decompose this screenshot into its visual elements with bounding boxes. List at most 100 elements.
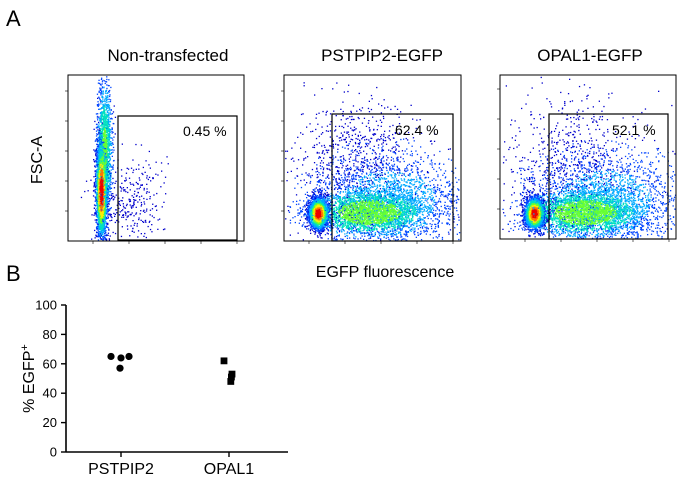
event-dot: [98, 103, 100, 105]
event-dot: [122, 187, 125, 189]
event-dot: [107, 196, 109, 199]
event-dot: [106, 105, 109, 108]
event-dot: [97, 208, 100, 210]
event-dot: [109, 176, 111, 178]
event-dot: [101, 139, 104, 141]
event-dot: [93, 159, 95, 161]
event-dot: [106, 159, 108, 161]
event-dot: [98, 104, 100, 106]
event-dot: [132, 227, 134, 230]
event-dot: [109, 182, 111, 184]
event-dot: [98, 188, 101, 191]
event-dot: [100, 131, 103, 133]
event-dot: [135, 168, 137, 170]
event-dot: [100, 218, 103, 220]
event-dot: [159, 218, 161, 220]
event-dot: [99, 143, 102, 145]
event-dot: [108, 161, 110, 163]
event-dot: [97, 165, 100, 167]
event-dot: [102, 204, 105, 207]
event-dot: [111, 142, 113, 144]
event-dot: [110, 183, 112, 186]
event-dot: [103, 236, 106, 239]
event-dot: [104, 232, 106, 235]
event-dot: [98, 184, 100, 186]
event-dot: [94, 140, 96, 142]
event-dot: [103, 187, 105, 189]
event-dot: [102, 141, 105, 144]
event-dot: [100, 121, 103, 123]
event-dot: [109, 95, 111, 98]
event-dot: [105, 174, 107, 177]
event-dot: [107, 202, 109, 204]
event-dot: [109, 158, 112, 160]
event-dot: [100, 92, 102, 95]
event-dot: [109, 134, 111, 136]
event-dot: [121, 182, 123, 184]
event-dot: [108, 137, 110, 140]
event-dot: [108, 229, 110, 231]
event-dot: [115, 180, 117, 182]
event-dot: [97, 165, 99, 168]
event-dot: [141, 184, 143, 186]
event-dot: [116, 204, 118, 206]
event-dot: [103, 149, 105, 152]
event-dot: [115, 209, 117, 211]
event-dot: [107, 130, 110, 132]
event-dot: [103, 123, 105, 126]
event-dot: [96, 157, 99, 160]
event-dot: [105, 90, 107, 93]
event-dot: [103, 159, 105, 161]
event-dot: [109, 172, 111, 175]
event-dot: [106, 181, 108, 183]
event-dot: [105, 209, 107, 212]
event-dot: [103, 230, 105, 232]
event-dot: [163, 182, 165, 184]
event-dot: [102, 205, 104, 207]
event-dot: [101, 228, 104, 230]
event-dot: [111, 149, 113, 151]
event-dot: [101, 86, 103, 88]
event-dot: [101, 193, 103, 195]
event-dot: [134, 190, 136, 192]
event-dot: [107, 155, 110, 157]
event-dot: [109, 129, 111, 131]
event-dot: [100, 210, 102, 212]
event-dot: [80, 196, 83, 199]
event-dot: [145, 236, 147, 239]
event-dot: [144, 220, 146, 222]
event-dot: [106, 126, 109, 128]
event-dot: [146, 198, 148, 200]
event-dot: [96, 156, 99, 158]
event-dot: [104, 146, 106, 148]
event-dot: [125, 218, 127, 221]
event-dot: [100, 160, 102, 162]
event-dot: [107, 119, 109, 121]
event-dot: [103, 121, 105, 123]
event-dot: [104, 192, 106, 194]
event-dot: [100, 127, 102, 130]
event-dot: [103, 223, 106, 225]
event-dot: [103, 130, 106, 132]
event-dot: [149, 220, 151, 222]
event-dot: [107, 222, 109, 225]
event-dot: [101, 123, 103, 125]
event-dot: [142, 173, 144, 176]
event-dot: [106, 140, 109, 142]
event-dot: [102, 189, 104, 192]
event-dot: [129, 182, 131, 184]
event-dot: [97, 162, 100, 165]
event-dot: [110, 178, 112, 181]
event-dot: [98, 143, 100, 146]
event-dot: [101, 91, 103, 93]
event-dot: [106, 153, 108, 155]
event-dot: [97, 159, 99, 161]
event-dot: [100, 141, 103, 143]
event-dot: [157, 219, 159, 221]
event-dot: [136, 188, 138, 190]
event-dot: [101, 231, 104, 234]
event-dot: [139, 186, 141, 188]
event-dot: [93, 160, 95, 162]
event-dot: [112, 139, 114, 141]
event-dot: [108, 149, 110, 151]
